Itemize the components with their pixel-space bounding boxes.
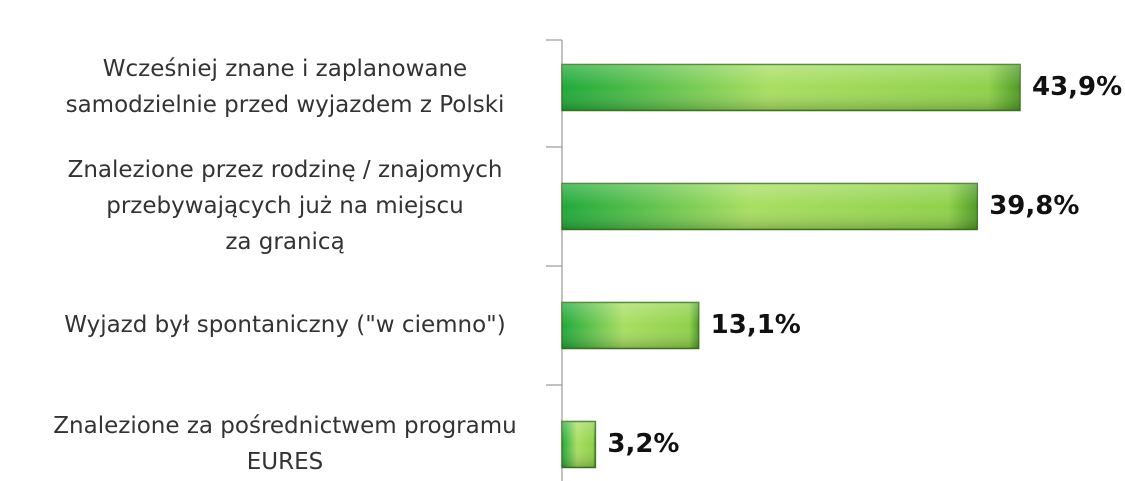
bar-shade bbox=[562, 64, 1020, 111]
bar-shade bbox=[562, 302, 699, 349]
category-label: przebywających już na miejscu bbox=[106, 193, 464, 219]
category-label: Znalezione przez rodzinę / znajomych bbox=[68, 157, 503, 183]
bar-shade bbox=[562, 183, 978, 230]
category-label: Wcześniej znane i zaplanowane bbox=[103, 56, 467, 82]
value-label: 39,8% bbox=[989, 191, 1079, 221]
category-label: EURES bbox=[247, 449, 323, 475]
value-label: 3,2% bbox=[607, 429, 679, 459]
category-label: samodzielnie przed wyjazdem z Polski bbox=[66, 92, 505, 118]
category-label: Wyjazd był spontaniczny ("w ciemno") bbox=[64, 312, 505, 338]
value-label: 43,9% bbox=[1032, 72, 1122, 102]
value-label: 13,1% bbox=[711, 310, 801, 340]
category-label: za granicą bbox=[225, 229, 344, 255]
bar-shade bbox=[562, 421, 596, 468]
category-label: Znalezione za pośrednictwem programu bbox=[53, 413, 516, 439]
